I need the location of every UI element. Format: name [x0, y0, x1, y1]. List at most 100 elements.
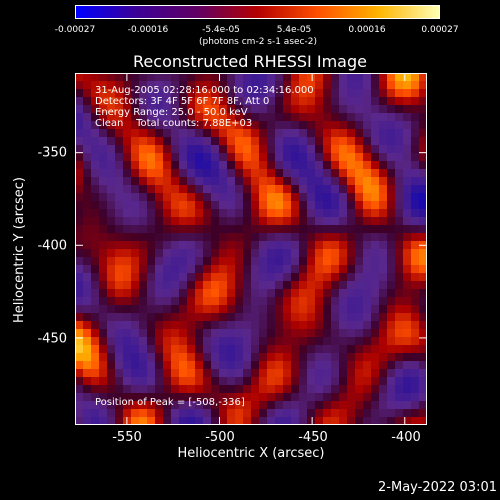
heatmap-cell	[131, 137, 140, 146]
heatmap-cell	[379, 273, 388, 282]
heatmap-cell	[99, 305, 108, 314]
heatmap-cell	[267, 393, 276, 402]
heatmap-cell	[99, 353, 108, 362]
heatmap-cell	[387, 385, 396, 394]
heatmap-cell	[355, 337, 364, 346]
heatmap-cell	[187, 289, 196, 298]
heatmap-cell	[139, 129, 148, 138]
heatmap-cell	[123, 353, 132, 362]
heatmap-cell	[403, 121, 412, 130]
heatmap-cell	[299, 401, 308, 410]
heatmap-cell	[107, 113, 116, 122]
heatmap-cell	[155, 129, 164, 138]
heatmap-cell	[147, 297, 156, 306]
heatmap-cell	[331, 369, 340, 378]
heatmap-cell	[83, 377, 92, 386]
heatmap-cell	[347, 401, 356, 410]
heatmap-cell	[355, 73, 364, 82]
heatmap-cell	[259, 161, 268, 170]
heatmap-cell	[331, 401, 340, 410]
heatmap-cell	[139, 385, 148, 394]
heatmap-cell	[99, 377, 108, 386]
heatmap-cell	[243, 313, 252, 322]
heatmap-cell	[315, 161, 324, 170]
heatmap-cell	[283, 369, 292, 378]
heatmap-cell	[259, 305, 268, 314]
heatmap-cell	[155, 113, 164, 122]
heatmap-cell	[267, 153, 276, 162]
heatmap-cell	[131, 385, 140, 394]
heatmap-cell	[235, 305, 244, 314]
heatmap-cell	[371, 377, 380, 386]
heatmap-cell	[307, 129, 316, 138]
heatmap-cell	[139, 305, 148, 314]
heatmap-cell	[323, 305, 332, 314]
heatmap-cell	[203, 297, 212, 306]
heatmap-cell	[115, 233, 124, 242]
heatmap-cell	[115, 225, 124, 234]
heatmap-cell	[379, 97, 388, 106]
heatmap-cell	[403, 329, 412, 338]
heatmap-cell	[235, 257, 244, 266]
heatmap-cell	[283, 145, 292, 154]
heatmap-cell	[115, 81, 124, 90]
heatmap-cell	[179, 193, 188, 202]
heatmap-cell	[227, 305, 236, 314]
heatmap-cell	[339, 289, 348, 298]
heatmap-cell	[259, 249, 268, 258]
heatmap-cell	[403, 193, 412, 202]
heatmap-cell	[115, 289, 124, 298]
heatmap-cell	[155, 153, 164, 162]
heatmap-cell	[195, 169, 204, 178]
heatmap-cell	[403, 337, 412, 346]
heatmap-cell	[347, 257, 356, 266]
heatmap-cell	[107, 385, 116, 394]
heatmap-cell	[243, 297, 252, 306]
heatmap-cell	[331, 73, 340, 82]
heatmap-cell	[403, 297, 412, 306]
heatmap-cell	[203, 393, 212, 402]
heatmap-cell	[403, 145, 412, 154]
heatmap-cell	[275, 153, 284, 162]
heatmap-cell	[299, 353, 308, 362]
heatmap-cell	[243, 329, 252, 338]
heatmap-cell	[307, 113, 316, 122]
heatmap-cell	[243, 385, 252, 394]
heatmap-cell	[171, 393, 180, 402]
heatmap-cell	[139, 329, 148, 338]
heatmap-cell	[147, 329, 156, 338]
heatmap-cell	[243, 417, 252, 425]
x-tick-label: -550	[112, 430, 142, 445]
heatmap-cell	[323, 81, 332, 90]
heatmap-cell	[155, 297, 164, 306]
heatmap-cell	[83, 353, 92, 362]
heatmap-cell	[251, 321, 260, 330]
heatmap-cell	[147, 353, 156, 362]
peak-position-annotation: Position of Peak = [-508,-336]	[95, 397, 245, 408]
heatmap-cell	[379, 209, 388, 218]
heatmap-cell	[331, 313, 340, 322]
heatmap-cell	[267, 417, 276, 425]
heatmap-cell	[139, 361, 148, 370]
heatmap-cell	[131, 337, 140, 346]
heatmap-cell	[323, 161, 332, 170]
heatmap-cell	[155, 265, 164, 274]
heatmap-cell	[267, 97, 276, 106]
heatmap-cell	[139, 369, 148, 378]
heatmap-cell	[219, 209, 228, 218]
heatmap-cell	[251, 401, 260, 410]
heatmap-cell	[299, 177, 308, 186]
heatmap-cell	[371, 249, 380, 258]
heatmap-cell	[323, 401, 332, 410]
heatmap-cell	[227, 185, 236, 194]
heatmap-cell	[115, 281, 124, 290]
heatmap-cell	[203, 161, 212, 170]
heatmap-cell	[195, 265, 204, 274]
heatmap-cell	[107, 177, 116, 186]
heatmap-cell	[187, 161, 196, 170]
heatmap-cell	[99, 169, 108, 178]
heatmap-cell	[347, 313, 356, 322]
heatmap-cell	[347, 321, 356, 330]
heatmap-cell	[75, 161, 84, 170]
heatmap-cell	[147, 257, 156, 266]
